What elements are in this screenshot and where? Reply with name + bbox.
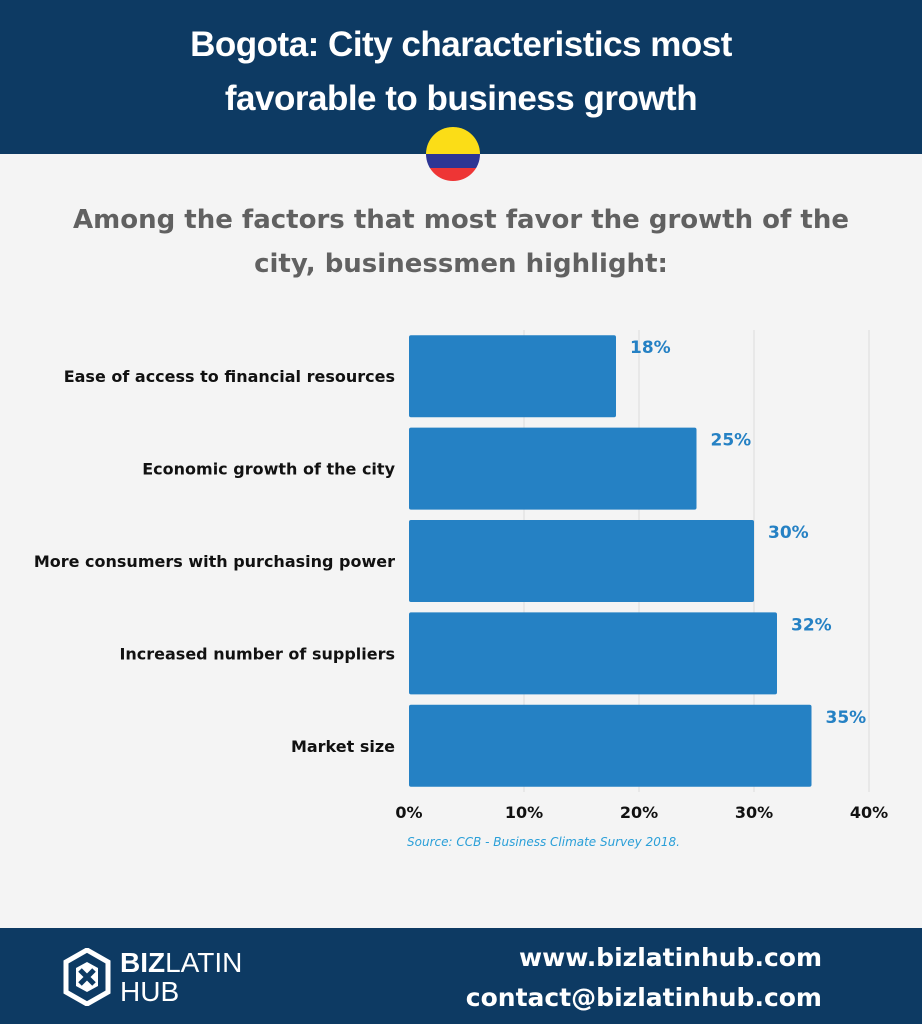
bar [409, 335, 616, 418]
flag-blue-stripe [426, 154, 480, 168]
value-label: 30% [768, 523, 809, 543]
page-title: Bogota: City characteristics most favora… [190, 25, 732, 118]
bar-chart: Ease of access to financial resources 18%… [34, 330, 888, 822]
category-label: Increased number of suppliers [119, 644, 395, 663]
category-label: More consumers with purchasing power [34, 552, 395, 571]
category-label: Market size [291, 737, 395, 756]
category-label: Ease of access to financial resources [64, 367, 395, 386]
logo-latin: LATIN [165, 947, 243, 978]
flag-red-stripe [426, 167, 480, 181]
x-tick-label: 10% [505, 803, 543, 822]
value-label: 25% [711, 431, 752, 451]
contact-info: www.bizlatinhub.com contact@bizlatinhub.… [466, 938, 822, 1018]
email-link[interactable]: contact@bizlatinhub.com [465, 983, 822, 1012]
x-tick-label: 20% [620, 803, 658, 822]
colombia-flag-icon [426, 127, 480, 181]
bar [409, 704, 812, 787]
logo-mark-icon [63, 948, 111, 1006]
footer-banner: BIZLATIN HUB www.bizlatinhub.com contact… [0, 928, 922, 1024]
bizlatinhub-logo[interactable]: BIZLATIN HUB [62, 946, 262, 1008]
bar [409, 612, 777, 695]
value-label: 18% [630, 338, 671, 358]
x-tick-label: 0% [395, 803, 422, 822]
source-note: Source: CCB - Business Climate Survey 20… [407, 835, 680, 849]
logo-hub: HUB [120, 976, 180, 1007]
value-label: 32% [791, 615, 832, 635]
website-link[interactable]: www.bizlatinhub.com [519, 943, 822, 972]
bar [409, 427, 697, 510]
category-label: Economic growth of the city [142, 460, 395, 479]
logo-biz: BIZ [120, 947, 166, 978]
value-label: 35% [826, 708, 867, 728]
bar [409, 520, 754, 602]
x-tick-label: 30% [735, 803, 773, 822]
logo-text: BIZLATIN HUB [120, 948, 242, 1006]
x-tick-label: 40% [850, 803, 888, 822]
chart-subtitle: Among the factors that most favor the gr… [73, 205, 849, 279]
